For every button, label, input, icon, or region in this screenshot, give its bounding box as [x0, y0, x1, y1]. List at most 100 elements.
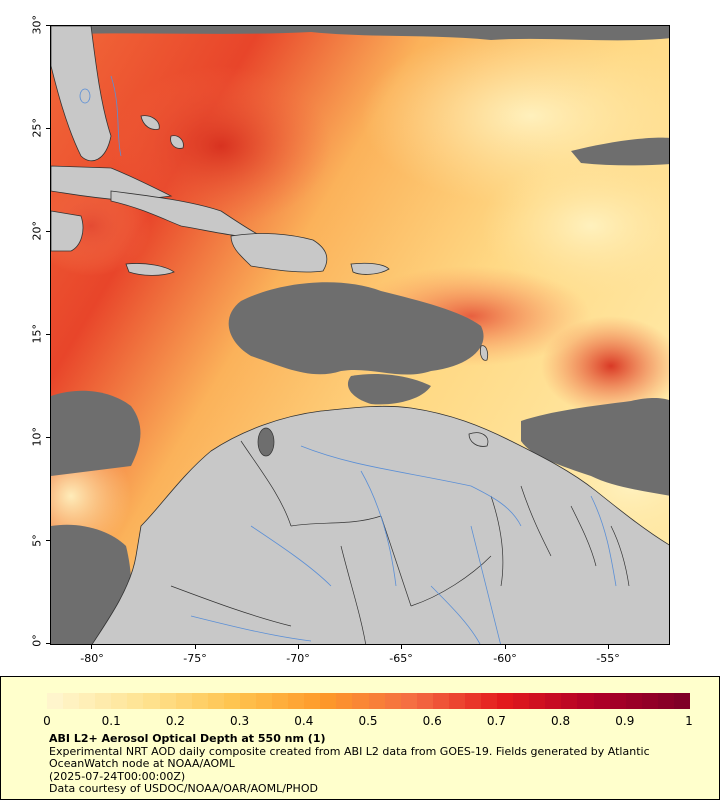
aod-hotspot-bahamas [111, 66, 331, 226]
colorbar-segment [95, 693, 112, 709]
legend-description: Experimental NRT AOD daily composite cre… [49, 744, 650, 770]
colorbar-segment [400, 693, 418, 709]
legend-timestamp: (2025-07-24T00:00:00Z) [49, 769, 186, 783]
legend-title: ABI L2+ Aerosol Optical Depth at 550 nm … [49, 732, 326, 745]
x-tick-55 [608, 645, 609, 649]
x-tick-60 [505, 645, 506, 649]
colorbar-segment [143, 693, 160, 709]
colorbar-segment [416, 693, 434, 709]
colorbar-segment [384, 693, 402, 709]
lake-maracaibo [257, 427, 275, 457]
colorbar-segment [191, 693, 209, 709]
legend-panel: 0 0.1 0.2 0.3 0.4 0.5 0.6 0.7 0.8 0.9 1 ABI L2+ Ae… [0, 676, 720, 800]
y-tick-20 [46, 231, 50, 232]
land-trinidad [468, 432, 489, 447]
aerosol-map [51, 26, 669, 644]
colorbar-segment [448, 693, 466, 709]
land-hispaniola [230, 233, 328, 273]
colorbar-segment [272, 693, 289, 709]
colorbar-segment [304, 693, 321, 709]
colorbar-tick-label: 0 [43, 714, 51, 728]
no-data-pacific [51, 390, 141, 476]
lat-label-10: 10° [30, 427, 44, 447]
colorbar-segment [127, 693, 144, 709]
colorbar-tick-label: 0.8 [551, 714, 571, 728]
colorbar-segment [641, 693, 659, 709]
land-bahamas-2 [170, 135, 184, 149]
lon-label-60: -60° [493, 652, 517, 665]
colorbar-segment [609, 693, 627, 709]
colorbar-segment [577, 693, 595, 709]
colorbar-segment [593, 693, 611, 709]
colorbar-segment [529, 693, 546, 709]
land-jamaica [125, 263, 175, 276]
colorbar-segment [111, 693, 128, 709]
y-tick-25 [46, 128, 50, 129]
country-borders [170, 440, 630, 644]
colorbar-tick-label: 1 [685, 714, 693, 728]
lon-label-80: -80° [80, 652, 104, 665]
lon-label-55: -55° [596, 652, 620, 665]
land-south-america [91, 405, 669, 644]
no-data-north-venezuela [347, 374, 431, 405]
colorbar-segment [255, 693, 273, 709]
colorbar-segment [464, 693, 482, 709]
land-puerto-rico [350, 262, 390, 275]
land-bahamas-1 [140, 115, 160, 130]
colorbar-segment [352, 693, 369, 709]
colorbar-segment [561, 693, 578, 709]
x-tick-75 [195, 645, 196, 649]
lon-label-75: -75° [183, 652, 207, 665]
no-data-atlantic-strip [571, 137, 669, 166]
legend-text: ABI L2+ Aerosol Optical Depth at 550 nm … [49, 732, 689, 796]
colorbar-segment [239, 693, 257, 709]
colorbar-segment [175, 693, 193, 709]
no-data-north-band [71, 26, 669, 41]
colorbar-tick-label: 0.4 [294, 714, 314, 728]
x-tick-70 [298, 645, 299, 649]
colorbar-segment [79, 693, 96, 709]
no-data-caribbean [228, 282, 484, 375]
colorbar-tick-label: 0.3 [230, 714, 250, 728]
colorbar-segment [545, 693, 562, 709]
land-lesser-antilles [479, 345, 489, 361]
colorbar-segment [320, 693, 337, 709]
aod-pale-atlantic-2 [481, 156, 669, 296]
colorbar-segment [159, 693, 177, 709]
x-tick-65 [401, 645, 402, 649]
colorbar-tick-label: 0.1 [101, 714, 121, 728]
rivers [110, 75, 617, 644]
colorbar-segment [625, 693, 643, 709]
aod-hotspot-east [541, 316, 669, 416]
colorbar-segment [207, 693, 225, 709]
lat-label-15: 15° [30, 324, 44, 344]
colorbar-tick-label: 0.6 [422, 714, 442, 728]
colorbar-segment [432, 693, 450, 709]
colorbar-segment [223, 693, 241, 709]
lat-label-30: 30° [30, 15, 44, 35]
x-tick-80 [91, 645, 92, 649]
colorbar-segment [63, 693, 80, 709]
colorbar-tick-label: 0.9 [615, 714, 635, 728]
colorbar [47, 693, 691, 709]
lat-label-0: 0° [30, 634, 44, 647]
lon-label-70: -70° [286, 652, 310, 665]
colorbar-segment [481, 693, 498, 709]
y-tick-15 [46, 334, 50, 335]
colorbar-segment [657, 693, 675, 709]
colorbar-segment [513, 693, 530, 709]
lat-label-5: 5° [30, 534, 44, 547]
no-data-east-atlantic [521, 398, 669, 496]
colorbar-tick-label: 0.5 [358, 714, 378, 728]
land-yucatan [51, 210, 84, 252]
colorbar-segment [673, 693, 691, 709]
lon-label-65: -65° [389, 652, 413, 665]
map-area[interactable] [50, 25, 670, 645]
colorbar-tick-label: 0.2 [165, 714, 185, 728]
legend-credit: Data courtesy of USDOC/NOAA/OAR/AOML/PHO… [49, 782, 318, 795]
lat-label-20: 20° [30, 221, 44, 241]
colorbar-segment [368, 693, 386, 709]
y-tick-10 [46, 437, 50, 438]
colorbar-tick-label: 0.7 [486, 714, 506, 728]
colorbar-segment [288, 693, 305, 709]
